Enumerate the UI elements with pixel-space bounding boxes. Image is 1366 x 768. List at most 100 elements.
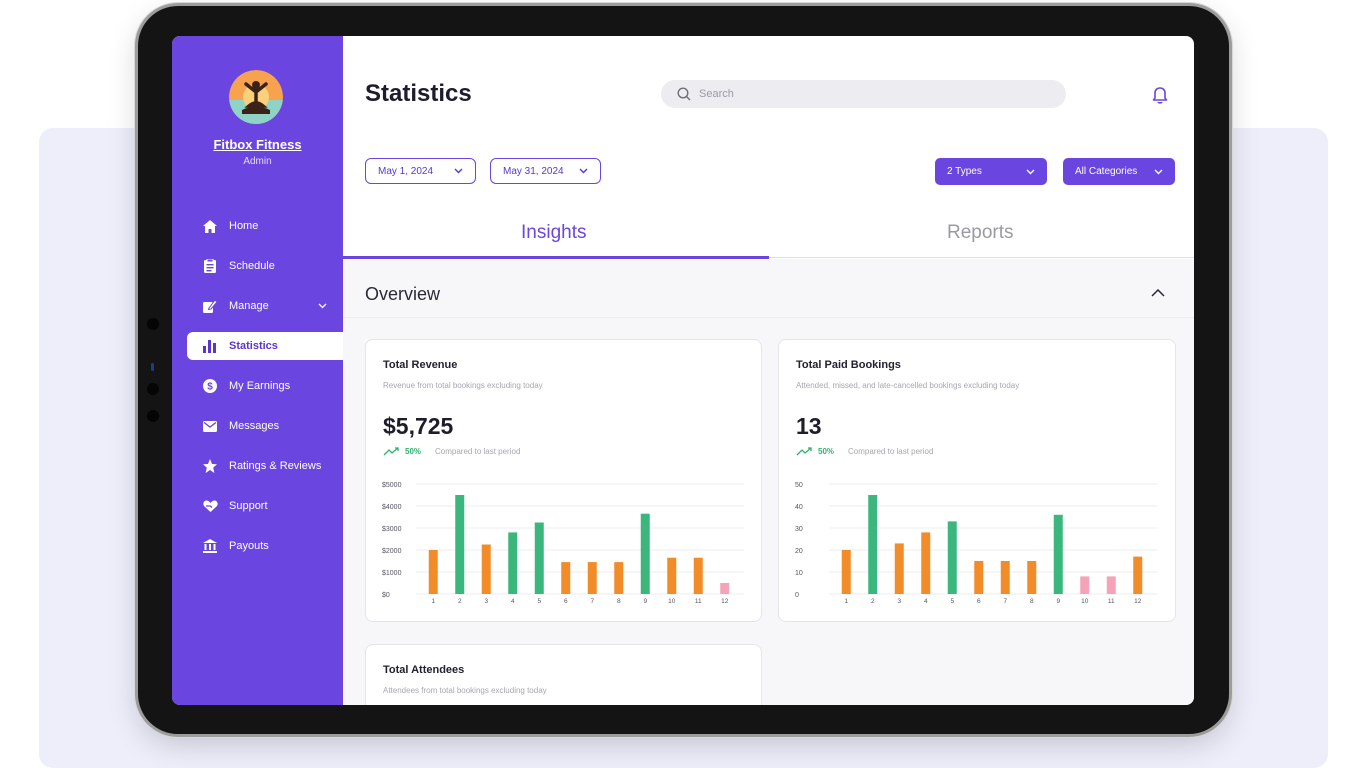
camera-dot <box>147 383 159 395</box>
edit-icon <box>202 298 218 314</box>
chart-bar[interactable] <box>455 495 465 594</box>
bank-icon <box>202 538 218 554</box>
chart-bar[interactable] <box>428 550 438 594</box>
start-date-picker[interactable]: May 1, 2024 <box>365 158 476 184</box>
search-bar[interactable] <box>661 80 1066 108</box>
sidebar-item-schedule[interactable]: Schedule <box>187 252 343 280</box>
x-tick-label: 12 <box>1134 598 1142 605</box>
trend-indicator: 50% Compared to last period <box>796 447 933 456</box>
y-tick-label: $0 <box>382 592 390 599</box>
sidebar-item-statistics[interactable]: Statistics <box>187 332 343 360</box>
sidebar-item-ratings-reviews[interactable]: Ratings & Reviews <box>187 452 343 480</box>
x-tick-label: 5 <box>537 598 541 605</box>
chart-bar[interactable] <box>1080 576 1090 594</box>
sidebar-item-support[interactable]: Support <box>187 492 343 520</box>
y-tick-label: $5000 <box>382 482 402 489</box>
sidebar-item-label: Support <box>229 500 268 512</box>
chevron-down-icon[interactable] <box>318 301 327 312</box>
chart-bar[interactable] <box>508 532 518 594</box>
chart-bar[interactable] <box>868 495 878 594</box>
end-date-picker[interactable]: May 31, 2024 <box>490 158 601 184</box>
chart-bar[interactable] <box>534 522 544 595</box>
chevron-up-icon[interactable] <box>1151 289 1165 297</box>
chart-bar[interactable] <box>947 521 957 594</box>
overview-header[interactable]: Overview <box>343 259 1194 318</box>
chart-bar[interactable] <box>1000 561 1010 594</box>
types-dropdown[interactable]: 2 Types <box>935 158 1047 185</box>
y-tick-label: $1000 <box>382 570 402 577</box>
chart-bar[interactable] <box>667 557 677 594</box>
chart-bar[interactable] <box>587 562 597 594</box>
x-tick-label: 12 <box>721 598 729 605</box>
categories-dropdown[interactable]: All Categories <box>1063 158 1175 185</box>
card-title: Total Revenue <box>383 359 458 371</box>
x-tick-label: 6 <box>564 598 568 605</box>
clipboard-icon <box>202 258 218 274</box>
chevron-down-icon <box>454 168 463 174</box>
x-tick-label: 11 <box>1108 598 1115 605</box>
chart-bar[interactable] <box>481 544 491 595</box>
x-tick-label: 9 <box>1056 598 1060 605</box>
chevron-down-icon <box>579 168 588 174</box>
sidebar-item-payouts[interactable]: Payouts <box>187 532 343 560</box>
sidebar-item-label: Manage <box>229 300 269 312</box>
sidebar: Fitbox Fitness Admin Home Schedule Manag… <box>172 36 343 705</box>
sidebar-item-home[interactable]: Home <box>187 212 343 240</box>
camera-dot <box>147 318 159 330</box>
card-value: $5,725 <box>383 413 454 439</box>
search-input[interactable] <box>697 87 1021 101</box>
y-tick-label: 50 <box>795 482 803 489</box>
chart-bar[interactable] <box>640 513 650 594</box>
camera-dot <box>147 410 159 422</box>
tab-insights[interactable]: Insights <box>521 222 587 243</box>
chart-bar[interactable] <box>974 561 984 594</box>
sidebar-item-my-earnings[interactable]: $ My Earnings <box>187 372 343 400</box>
dollar-icon: $ <box>202 378 218 394</box>
brand-logo <box>229 70 283 124</box>
x-tick-label: 7 <box>590 598 594 605</box>
x-tick-label: 7 <box>1003 598 1007 605</box>
chart-bar[interactable] <box>841 550 851 594</box>
chart-bar[interactable] <box>614 562 624 594</box>
x-tick-label: 6 <box>977 598 981 605</box>
insights-panel: Overview Total Revenue Revenue from tota… <box>343 259 1194 705</box>
chart-bar[interactable] <box>894 543 904 594</box>
sidebar-item-manage[interactable]: Manage <box>187 292 343 320</box>
sidebar-item-label: Statistics <box>229 340 278 352</box>
card-subtitle: Revenue from total bookings excluding to… <box>383 381 543 390</box>
trend-percent: 50% <box>818 447 835 456</box>
total-attendees-card: Total Attendees Attendees from total boo… <box>365 644 762 705</box>
chart-bar[interactable] <box>1133 556 1143 594</box>
card-subtitle: Attendees from total bookings excluding … <box>383 686 547 695</box>
chart-bar[interactable] <box>1053 514 1063 594</box>
notification-bell-icon[interactable] <box>1151 85 1169 104</box>
x-tick-label: 8 <box>617 598 621 605</box>
app-screen: Fitbox Fitness Admin Home Schedule Manag… <box>172 36 1194 705</box>
chart-bar[interactable] <box>693 557 703 594</box>
tab-active-indicator <box>343 256 769 259</box>
total-paid-bookings-card: Total Paid Bookings Attended, missed, an… <box>778 339 1176 622</box>
y-tick-label: 40 <box>795 504 803 511</box>
sidebar-item-label: My Earnings <box>229 380 291 392</box>
sidebar-item-label: Schedule <box>229 260 275 272</box>
x-tick-label: 1 <box>844 598 848 605</box>
tablet-frame: Fitbox Fitness Admin Home Schedule Manag… <box>138 6 1229 734</box>
chart-bar[interactable] <box>1027 561 1037 594</box>
x-tick-label: 3 <box>484 598 488 605</box>
brand-name[interactable]: Fitbox Fitness <box>213 137 302 152</box>
trend-label: Compared to last period <box>848 447 934 456</box>
x-tick-label: 11 <box>695 598 702 605</box>
sidebar-item-label: Payouts <box>229 540 269 552</box>
tab-reports[interactable]: Reports <box>947 222 1014 243</box>
chart-bar[interactable] <box>1106 576 1116 594</box>
sidebar-item-messages[interactable]: Messages <box>187 412 343 440</box>
y-tick-label: $3000 <box>382 526 402 533</box>
card-subtitle: Attended, missed, and late-cancelled boo… <box>796 381 1020 390</box>
chart-bar[interactable] <box>720 583 730 594</box>
chart-bar[interactable] <box>921 532 931 594</box>
trend-percent: 50% <box>405 447 422 456</box>
chart-bar[interactable] <box>561 562 571 594</box>
mail-icon <box>202 418 218 434</box>
